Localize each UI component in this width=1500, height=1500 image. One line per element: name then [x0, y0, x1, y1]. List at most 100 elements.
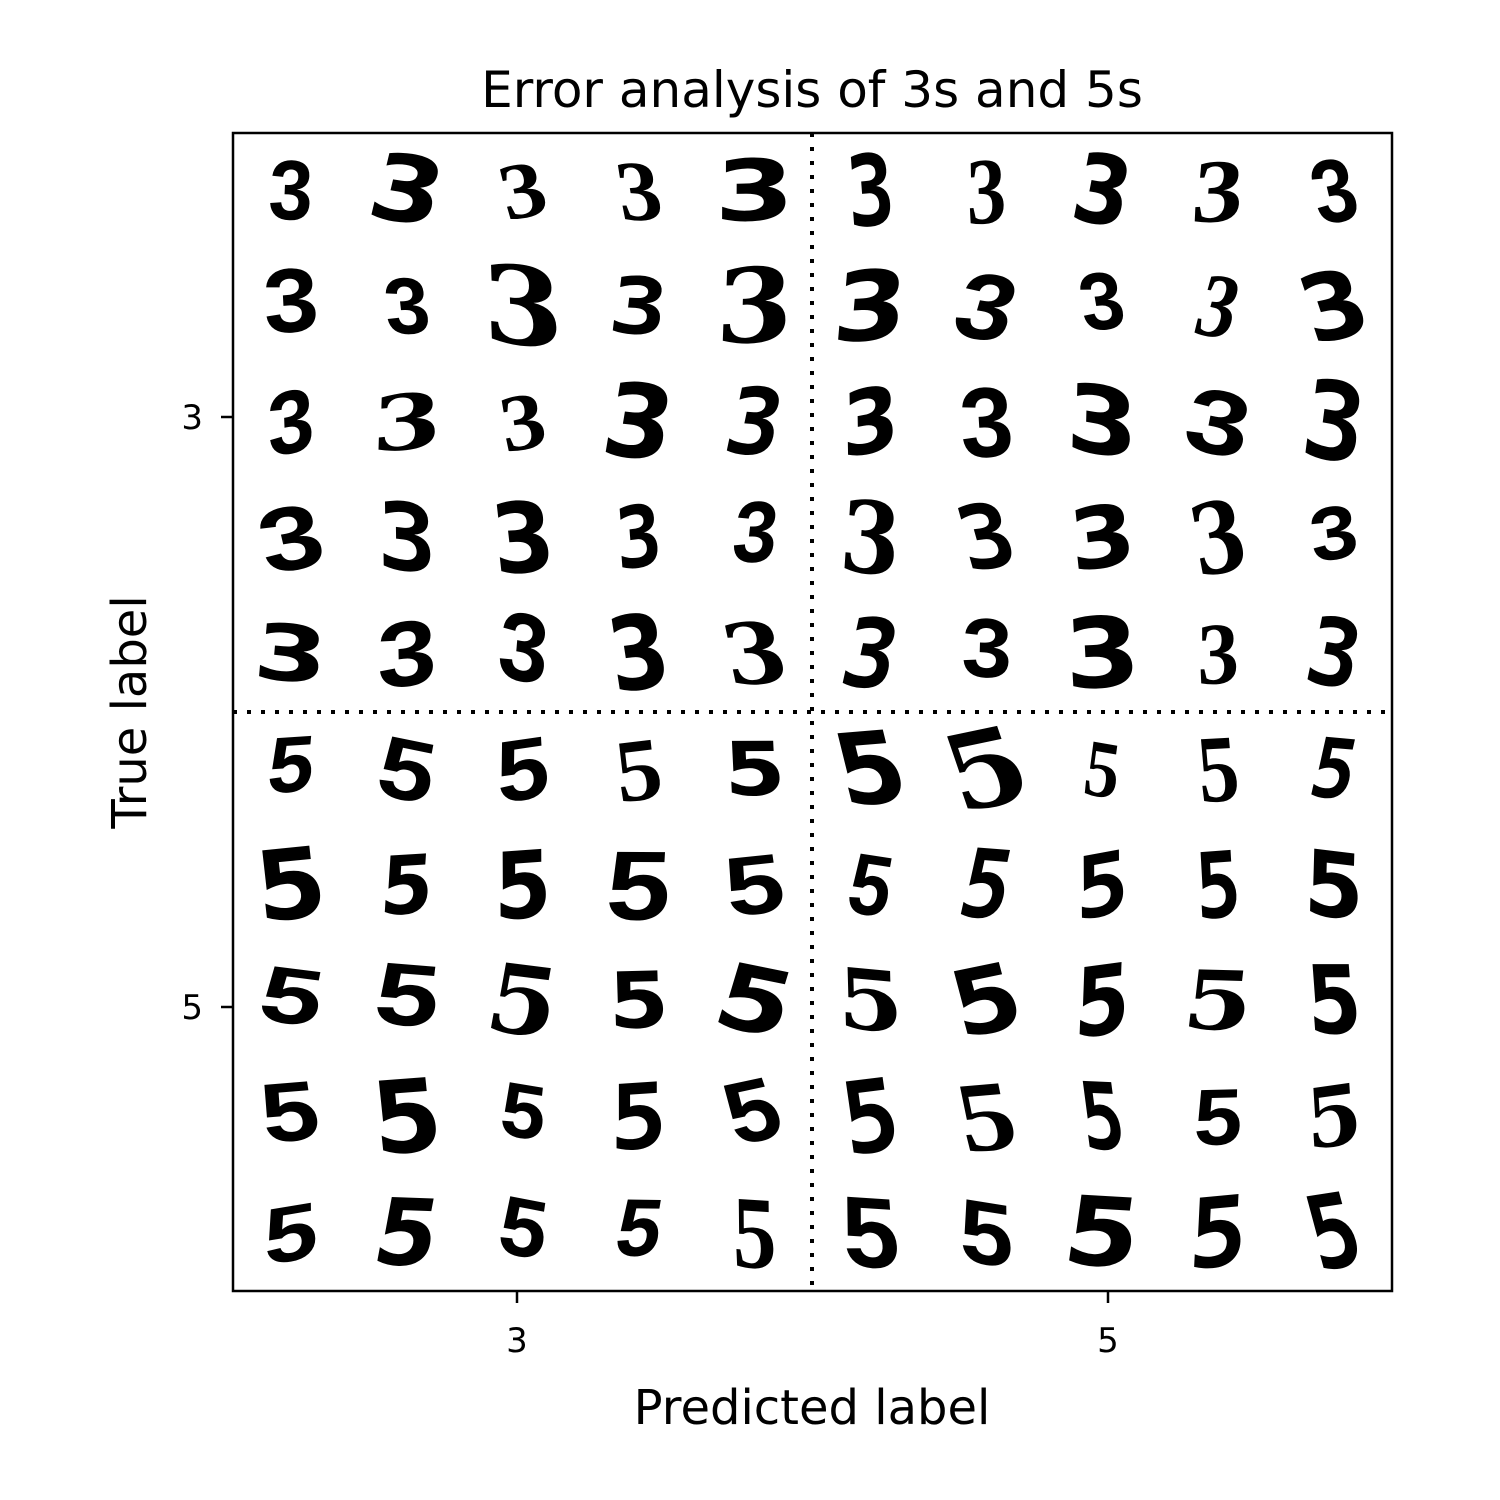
- digit-sample: 3: [713, 603, 796, 705]
- digit-sample: 3: [376, 599, 437, 709]
- digit-sample: 3: [259, 251, 323, 362]
- digit-sample: 5: [263, 1184, 318, 1282]
- digit-sample: 3: [609, 143, 668, 238]
- digit-sample: 5: [834, 1056, 907, 1179]
- digit-sample: 5: [603, 831, 674, 941]
- digit-sample: 5: [1303, 829, 1366, 941]
- digit-sample: 5: [377, 837, 436, 935]
- digit-sample: 3: [377, 481, 438, 597]
- digit-sample: 3: [490, 144, 555, 238]
- digit-sample: 3: [1065, 362, 1140, 482]
- digit-sample: 3: [1071, 256, 1134, 357]
- digit-sample: 5: [490, 1180, 555, 1287]
- digit-sample: 5: [1303, 947, 1365, 1056]
- digit-sample: 3: [716, 368, 793, 478]
- digit-sample: 3: [956, 366, 1016, 480]
- digit-sample: 3: [266, 368, 316, 476]
- digit-sample: 5: [478, 942, 567, 1061]
- y-tick-label-3: 3: [181, 398, 203, 438]
- digit-sample: 5: [1075, 831, 1129, 941]
- digit-sample: 3: [1297, 596, 1370, 712]
- digit-sample: 5: [366, 1178, 448, 1288]
- digit-sample: 3: [943, 251, 1030, 362]
- digit-sample: 5: [1192, 831, 1243, 941]
- digit-sample: 5: [1079, 722, 1126, 817]
- digit-sample: 5: [250, 826, 333, 945]
- digit-sample: 3: [843, 131, 899, 250]
- digit-sample: 3: [966, 137, 1007, 245]
- digit-sample: 5: [1303, 1065, 1365, 1170]
- digit-sample: 5: [1294, 1171, 1374, 1295]
- digit-sample: 3: [837, 477, 904, 599]
- digit-sample: 5: [719, 837, 791, 935]
- digit-sample: 3: [725, 487, 784, 590]
- digit-sample: 5: [1178, 953, 1258, 1050]
- x-axis-label: Predicted label: [634, 1380, 991, 1436]
- digit-sample: 5: [1186, 1174, 1250, 1292]
- digit-sample: 5: [610, 1063, 668, 1171]
- digit-sample: 3: [714, 245, 795, 369]
- digit-sample: 5: [959, 1178, 1014, 1287]
- digit-sample: 5: [370, 717, 443, 823]
- y-axis-label: True label: [102, 595, 158, 829]
- digit-sample: 5: [366, 947, 448, 1056]
- digit-sample: 5: [927, 702, 1045, 837]
- digit-sample: 3: [841, 366, 900, 480]
- digit-sample: 3: [958, 603, 1014, 704]
- digit-sample: 3: [1303, 490, 1364, 587]
- digit-sample: 3: [250, 606, 331, 703]
- y-tick-label-5: 5: [181, 988, 203, 1028]
- digit-sample: 3: [1189, 140, 1248, 243]
- digit-sample: 5: [610, 718, 667, 822]
- digit-sample: 5: [1301, 721, 1366, 819]
- digit-sample: 3: [480, 238, 565, 375]
- digit-sample: 3: [829, 248, 912, 365]
- digit-sample: 5: [710, 1061, 799, 1173]
- digit-sample: 3: [492, 592, 554, 716]
- digit-sample: 5: [1073, 942, 1132, 1061]
- digit-sample: 3: [267, 143, 315, 238]
- digit-sample: 3: [714, 141, 795, 241]
- digit-sample: 3: [946, 484, 1027, 592]
- digit-sample: 5: [836, 949, 904, 1053]
- digit-sample: 5: [838, 1175, 903, 1291]
- digit-sample: 5: [1057, 1176, 1147, 1291]
- digit-sample: 3: [1286, 248, 1383, 365]
- digit-sample: 3: [1301, 138, 1367, 243]
- digit-sample: 3: [1061, 596, 1143, 712]
- digit-sample: 3: [379, 262, 434, 352]
- digit-sample: 3: [600, 591, 677, 716]
- digit-sample: 3: [595, 360, 683, 485]
- digit-sample: 5: [939, 943, 1033, 1060]
- digit-sample: 5: [494, 717, 552, 822]
- digit-sample: 5: [248, 951, 333, 1052]
- digit-sample: 3: [1177, 366, 1259, 478]
- digit-sample: 3: [1296, 355, 1373, 490]
- digit-sample: 5: [366, 1056, 447, 1178]
- digit-sample: 5: [252, 1065, 329, 1169]
- x-tick-label-3: 3: [506, 1321, 528, 1361]
- digit-sample: 3: [1181, 476, 1255, 600]
- digit-sample: 5: [703, 944, 806, 1059]
- digit-sample: 3: [1197, 604, 1239, 704]
- digit-sample: 3: [604, 260, 672, 354]
- digit-sample: 3: [493, 375, 552, 470]
- digit-sample: 3: [371, 375, 443, 470]
- digit-sample: 5: [1193, 1072, 1243, 1162]
- digit-sample: 3: [359, 133, 455, 249]
- digit-sample: 3: [248, 483, 333, 593]
- x-tick-label-5: 5: [1097, 1321, 1119, 1361]
- digit-sample: 5: [947, 1060, 1025, 1174]
- digit-sample: 5: [262, 721, 320, 818]
- digit-sample: 5: [732, 1174, 777, 1291]
- digit-sample: 5: [1074, 1063, 1131, 1173]
- digit-sample: 3: [1064, 484, 1140, 592]
- digit-sample: 3: [1064, 131, 1140, 250]
- digit-sample: 3: [1185, 255, 1251, 359]
- digit-sample: 5: [607, 1185, 671, 1282]
- digit-sample: 3: [612, 486, 665, 591]
- digit-sample: 5: [823, 710, 919, 830]
- digit-sample: 5: [494, 1068, 551, 1166]
- chart-title: Error analysis of 3s and 5s: [481, 61, 1143, 119]
